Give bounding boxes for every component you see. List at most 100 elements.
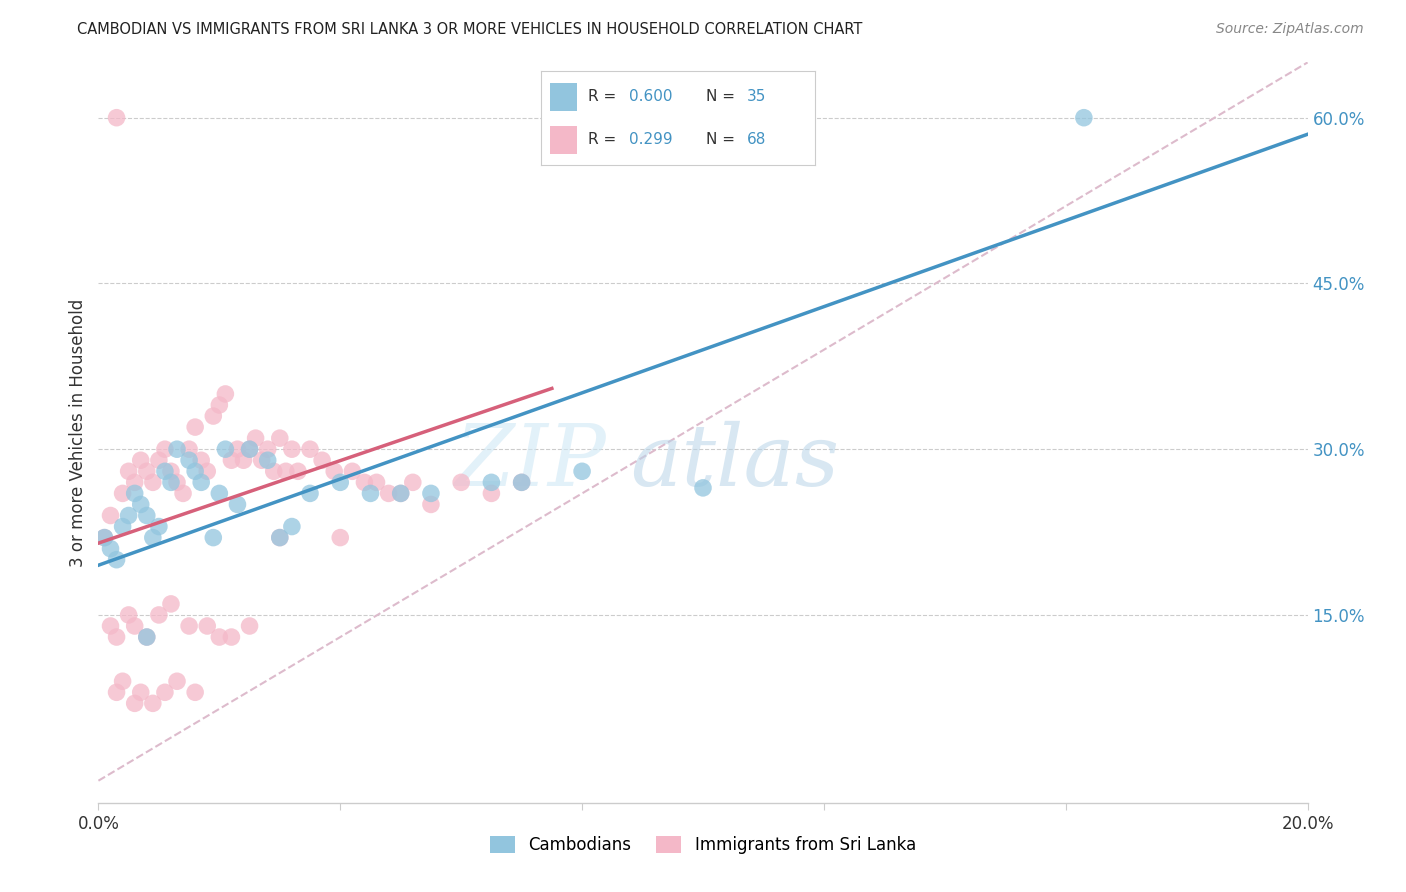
Point: [184, 464, 207, 478]
Point: [239, 619, 262, 633]
Point: [692, 481, 714, 495]
Point: [281, 442, 304, 457]
Point: [389, 486, 412, 500]
Point: [274, 464, 297, 478]
Point: [323, 464, 346, 478]
Point: [135, 508, 157, 523]
Point: [172, 486, 194, 500]
Text: atlas: atlas: [630, 421, 839, 504]
Point: [93, 531, 115, 545]
Text: Source: ZipAtlas.com: Source: ZipAtlas.com: [1216, 22, 1364, 37]
Point: [366, 475, 388, 490]
Point: [208, 486, 231, 500]
Point: [105, 552, 128, 566]
Point: [124, 475, 146, 490]
Point: [148, 519, 170, 533]
Point: [190, 453, 212, 467]
Point: [118, 607, 141, 622]
Point: [377, 486, 399, 500]
Point: [160, 597, 183, 611]
Text: 68: 68: [747, 132, 766, 147]
Text: R =: R =: [588, 89, 621, 104]
Point: [208, 630, 231, 644]
Point: [105, 685, 128, 699]
Point: [281, 519, 304, 533]
Point: [124, 619, 146, 633]
Point: [105, 111, 128, 125]
Point: [195, 464, 218, 478]
Point: [250, 453, 273, 467]
Point: [232, 453, 254, 467]
Point: [481, 475, 503, 490]
Point: [179, 619, 201, 633]
Point: [118, 464, 141, 478]
Point: [190, 475, 212, 490]
Point: [299, 486, 322, 500]
Point: [226, 498, 249, 512]
Point: [221, 630, 243, 644]
Point: [153, 685, 176, 699]
Point: [420, 498, 443, 512]
Point: [287, 464, 309, 478]
Point: [353, 475, 375, 490]
Point: [129, 685, 152, 699]
Point: [1073, 111, 1095, 125]
Point: [450, 475, 472, 490]
Point: [124, 697, 146, 711]
Point: [129, 498, 152, 512]
Point: [148, 607, 170, 622]
Point: [100, 508, 122, 523]
Point: [202, 531, 225, 545]
Point: [226, 442, 249, 457]
Point: [420, 486, 443, 500]
Point: [311, 453, 333, 467]
Point: [166, 674, 188, 689]
Point: [142, 531, 165, 545]
Point: [299, 442, 322, 457]
Text: 35: 35: [747, 89, 766, 104]
Point: [402, 475, 425, 490]
Point: [360, 486, 382, 500]
Point: [184, 685, 207, 699]
Point: [135, 464, 157, 478]
FancyBboxPatch shape: [550, 126, 576, 153]
Point: [166, 442, 188, 457]
Y-axis label: 3 or more Vehicles in Household: 3 or more Vehicles in Household: [69, 299, 87, 566]
Point: [179, 442, 201, 457]
Point: [93, 531, 115, 545]
Legend: Cambodians, Immigrants from Sri Lanka: Cambodians, Immigrants from Sri Lanka: [484, 830, 922, 861]
Point: [129, 453, 152, 467]
Point: [160, 464, 183, 478]
Point: [269, 531, 291, 545]
Point: [111, 519, 134, 533]
Point: [221, 453, 243, 467]
Point: [153, 442, 176, 457]
Text: 0.299: 0.299: [628, 132, 672, 147]
Point: [329, 531, 352, 545]
Point: [208, 398, 231, 412]
Point: [142, 475, 165, 490]
Point: [148, 453, 170, 467]
Point: [214, 387, 236, 401]
Text: ZIP: ZIP: [454, 421, 606, 504]
Point: [256, 453, 278, 467]
Point: [342, 464, 364, 478]
Point: [214, 442, 236, 457]
Point: [111, 674, 134, 689]
Point: [118, 508, 141, 523]
Point: [256, 442, 278, 457]
Text: N =: N =: [706, 89, 740, 104]
Point: [269, 531, 291, 545]
Point: [269, 431, 291, 445]
Point: [153, 464, 176, 478]
Text: CAMBODIAN VS IMMIGRANTS FROM SRI LANKA 3 OR MORE VEHICLES IN HOUSEHOLD CORRELATI: CAMBODIAN VS IMMIGRANTS FROM SRI LANKA 3…: [77, 22, 863, 37]
Point: [510, 475, 533, 490]
Point: [263, 464, 285, 478]
Point: [245, 431, 267, 445]
Point: [142, 697, 165, 711]
Point: [184, 420, 207, 434]
Text: N =: N =: [706, 132, 740, 147]
Point: [329, 475, 352, 490]
Text: 0.600: 0.600: [628, 89, 672, 104]
Point: [100, 619, 122, 633]
